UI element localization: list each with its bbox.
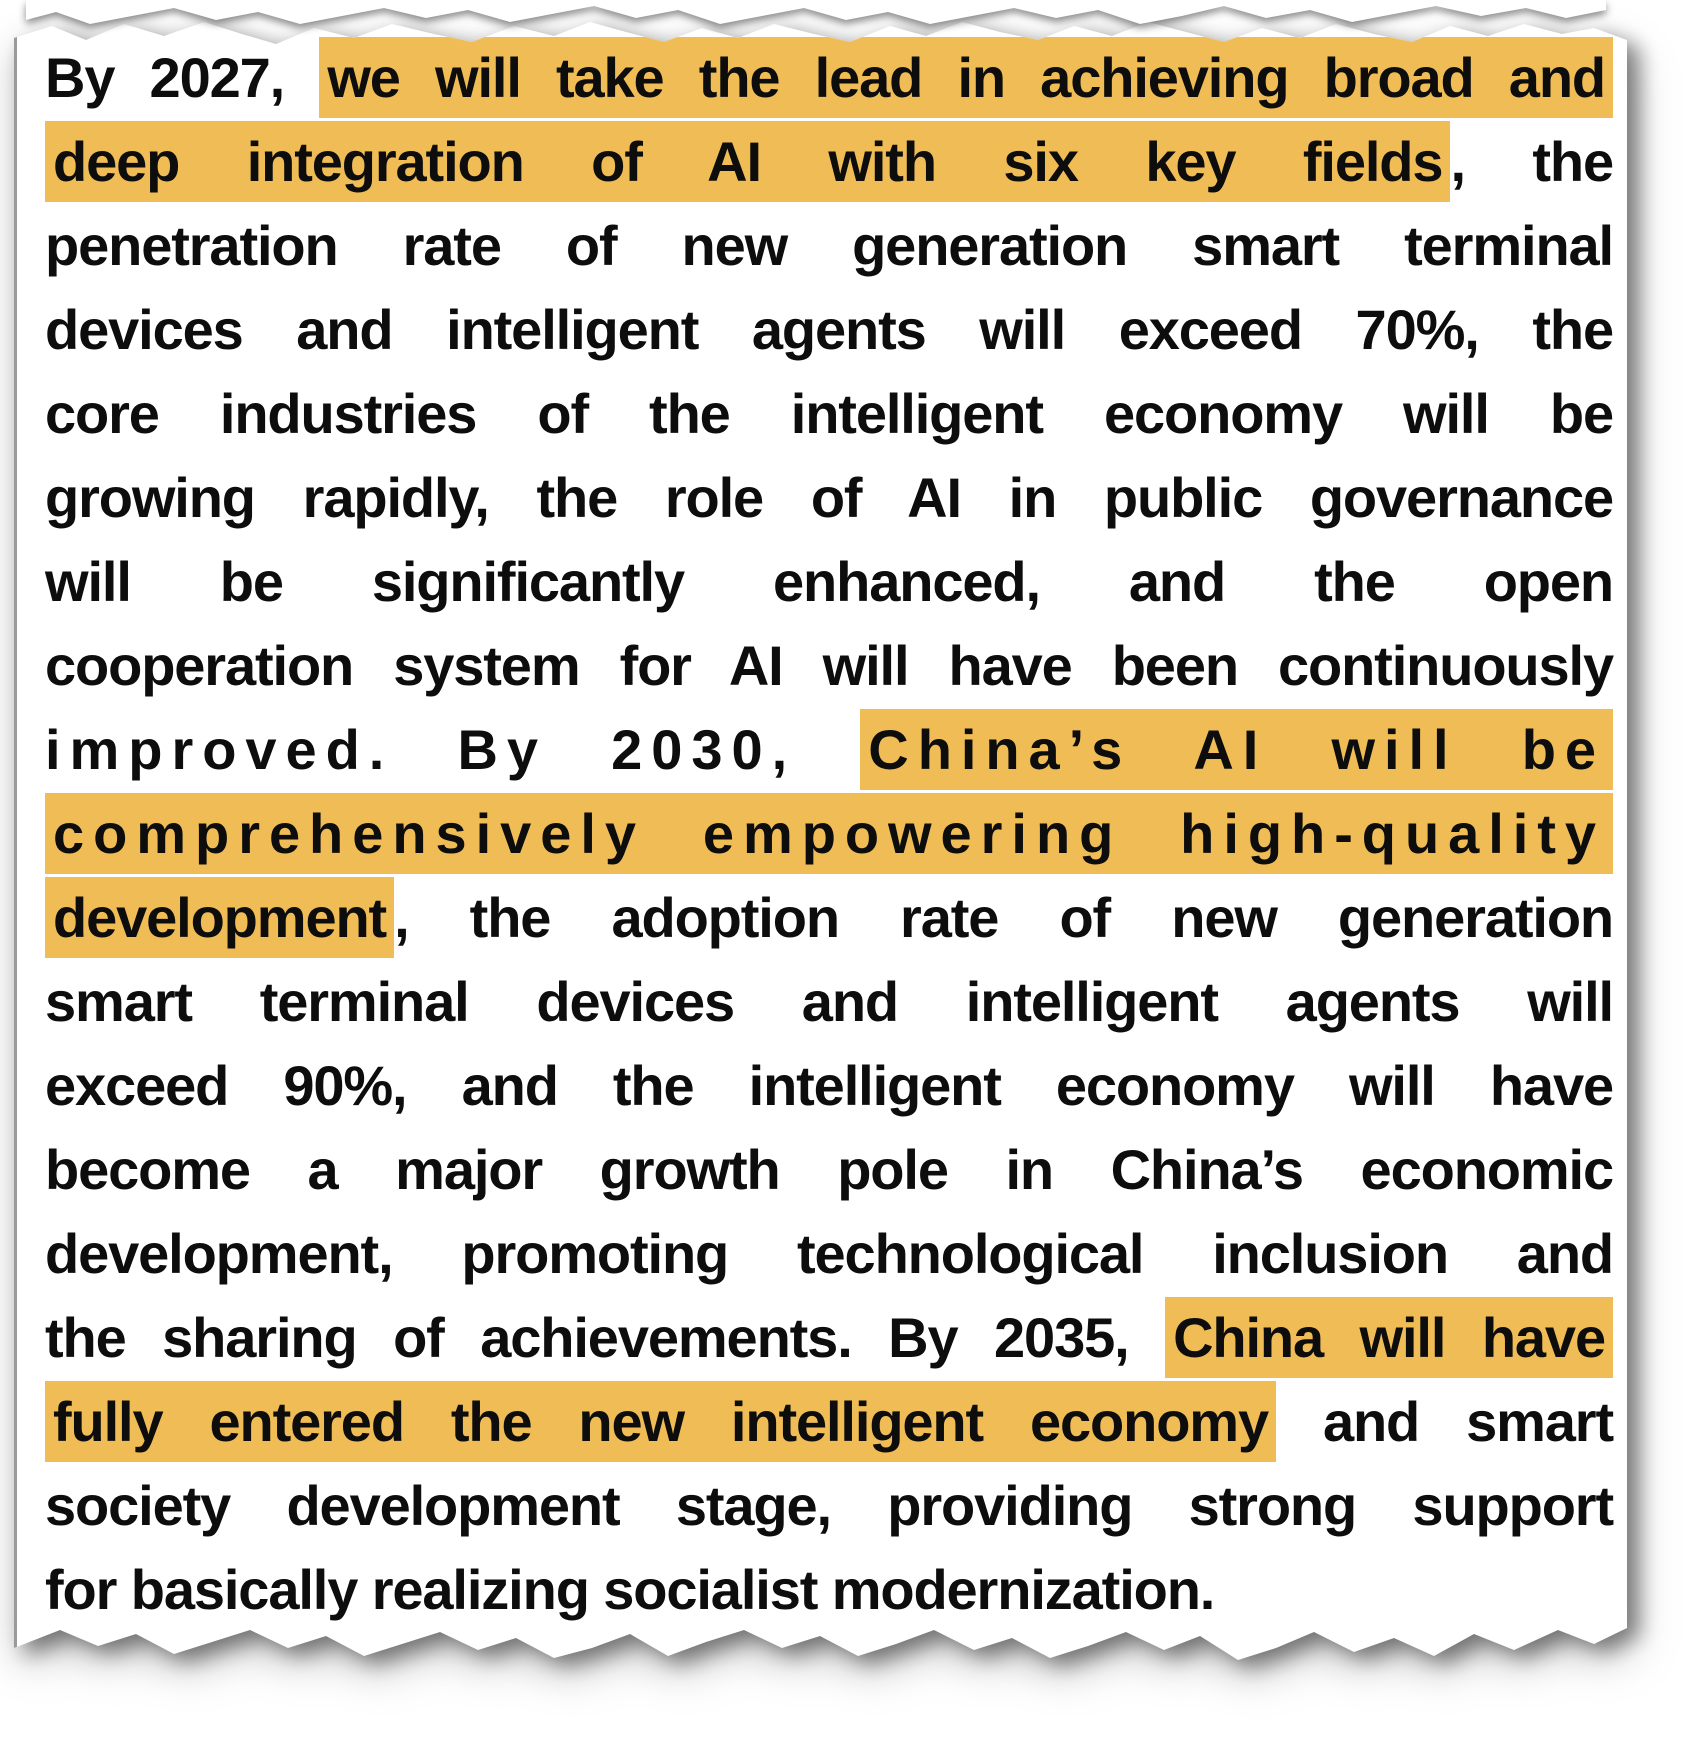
text-line: devices and intelligent agents will exce… (45, 288, 1614, 372)
highlighted-text: development (45, 877, 395, 958)
torn-edge (26, 0, 1606, 24)
text-line: smart terminal devices and intelligent a… (45, 960, 1614, 1044)
text-segment: smart terminal devices and intelligent a… (45, 970, 1614, 1033)
text-line: will be significantly enhanced, and the … (45, 540, 1614, 624)
document-paper: By 2027, we will take the lead in achiev… (14, 22, 1627, 1660)
text-line: the sharing of achievements. By 2035, Ch… (45, 1296, 1613, 1380)
text-segment: exceed 90%, and the intelligent economy … (45, 1054, 1614, 1117)
paper-shadow-wrap: By 2027, we will take the lead in achiev… (14, 16, 1630, 1666)
text-line: cooperation system for AI will have been… (45, 624, 1614, 708)
text-line: core industries of the intelligent econo… (45, 372, 1614, 456)
text-segment: , the (1450, 130, 1614, 193)
highlighted-text: deep integration of AI with six key fiel… (45, 121, 1451, 202)
text-segment: core industries of the intelligent econo… (45, 382, 1614, 445)
highlighted-text: fully entered the new intelligent econom… (45, 1381, 1276, 1462)
text-line: development, the adoption rate of new ge… (45, 876, 1614, 960)
text-segment: society development stage, providing str… (45, 1474, 1614, 1537)
text-segment: cooperation system for AI will have been… (45, 634, 1614, 697)
text-line: improved. By 2030, China’s AI will be (45, 708, 1613, 792)
highlighted-text: China’s AI will be (860, 709, 1613, 790)
text-segment: , the adoption rate of new generation (394, 886, 1614, 949)
text-line: penetration rate of new generation smart… (45, 204, 1614, 288)
text-line: for basically realizing socialist modern… (45, 1548, 1613, 1632)
text-line: growing rapidly, the role of AI in publi… (45, 456, 1614, 540)
text-segment: growing rapidly, the role of AI in publi… (45, 466, 1614, 529)
text-line: society development stage, providing str… (45, 1464, 1614, 1548)
text-line: comprehensively empowering high-quality (45, 792, 1613, 876)
highlighted-text: comprehensively empowering high-quality (45, 793, 1613, 874)
text-segment: penetration rate of new generation smart… (45, 214, 1614, 277)
text-segment: become a major growth pole in China’s ec… (45, 1138, 1614, 1201)
text-segment: devices and intelligent agents will exce… (45, 298, 1614, 361)
text-segment: and smart (1276, 1390, 1614, 1453)
text-segment: will be significantly enhanced, and the … (45, 550, 1614, 613)
text-line: By 2027, we will take the lead in achiev… (45, 36, 1614, 120)
text-segment: the sharing of achievements. By 2035, (45, 1306, 1166, 1369)
highlighted-text: we will take the lead in achieving broad… (319, 37, 1614, 118)
highlighted-text: China will have (1165, 1297, 1613, 1378)
text-segment: By 2027, (45, 46, 320, 109)
text-line: deep integration of AI with six key fiel… (45, 120, 1614, 204)
text-segment: improved. By 2030, (45, 718, 861, 781)
text-segment: development, promoting technological inc… (45, 1222, 1614, 1285)
text-line: exceed 90%, and the intelligent economy … (45, 1044, 1614, 1128)
text-line: development, promoting technological inc… (45, 1212, 1614, 1296)
paragraph-text: By 2027, we will take the lead in achiev… (45, 36, 1614, 1632)
text-segment: for basically realizing socialist modern… (45, 1558, 1215, 1621)
torn-paper-scrap-top (26, 0, 1606, 30)
text-line: fully entered the new intelligent econom… (45, 1380, 1614, 1464)
text-line: become a major growth pole in China’s ec… (45, 1128, 1614, 1212)
